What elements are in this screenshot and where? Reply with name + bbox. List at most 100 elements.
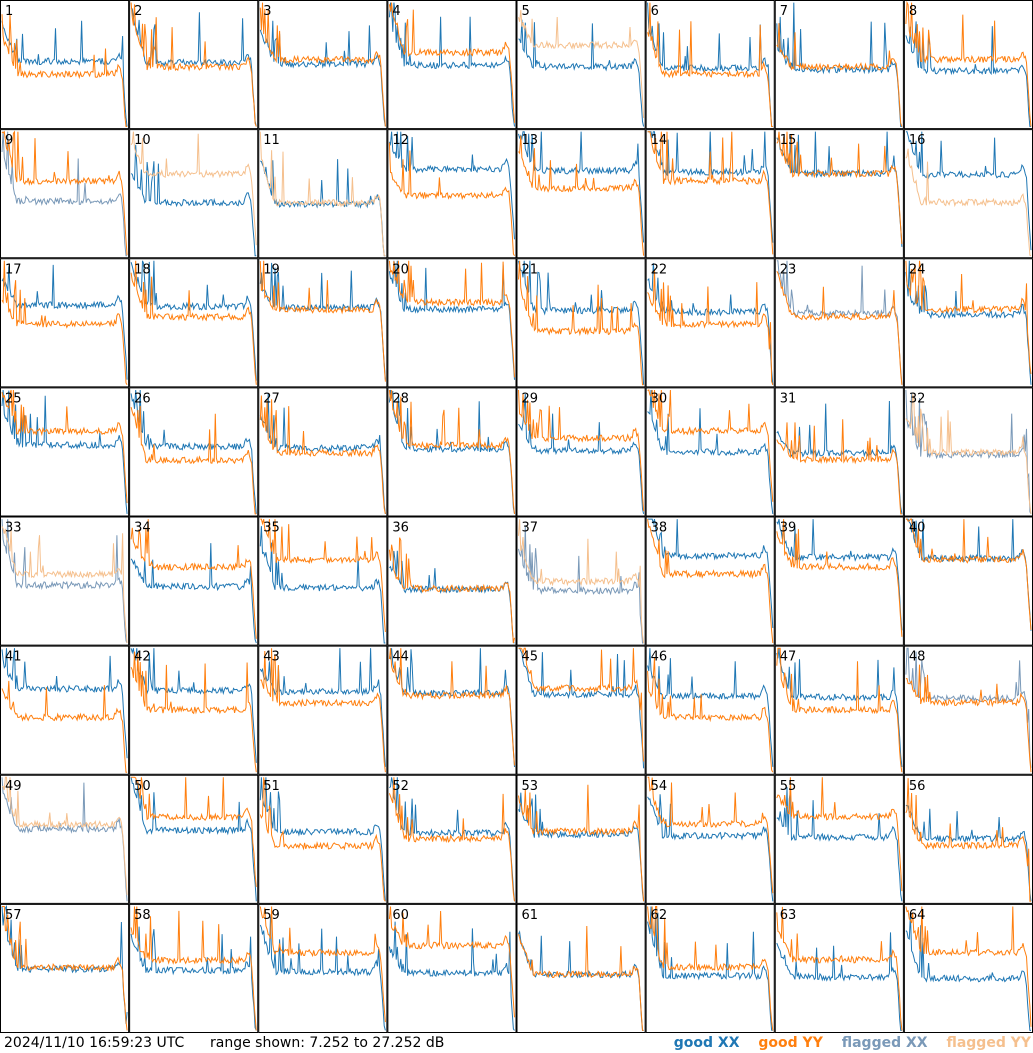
series-yy: [259, 906, 386, 1023]
panel-frame: [0, 645, 130, 775]
legend: good XX good YY flagged XX flagged YY: [660, 1033, 1031, 1053]
series-yy: [776, 23, 903, 127]
panel-label: 6: [651, 4, 659, 19]
panel-label: 41: [5, 650, 22, 665]
panel-7: 7: [774, 0, 904, 130]
series-xx: [905, 260, 1032, 385]
panel-label: 62: [651, 908, 668, 923]
panel-label: 26: [134, 391, 151, 406]
panel-label: 57: [5, 908, 22, 923]
series-xx: [1, 648, 128, 759]
series-yy: [1, 526, 128, 644]
series-xx: [905, 804, 1032, 902]
panel-label: 55: [780, 779, 797, 794]
panel-28: 28: [387, 387, 517, 517]
panel-label: 24: [909, 262, 926, 277]
panel-50: 50: [129, 774, 259, 904]
series-yy: [388, 906, 515, 1018]
panel-frame: [645, 516, 775, 646]
series-yy: [388, 260, 515, 378]
panel-41: 41: [0, 645, 130, 775]
series-yy: [388, 2, 515, 123]
panel-label: 29: [522, 391, 539, 406]
panel-label: 15: [780, 133, 797, 148]
panel-29: 29: [516, 387, 646, 517]
panel-52: 52: [387, 774, 517, 904]
panel-label: 63: [780, 908, 797, 923]
series-xx: [389, 777, 515, 902]
panel-8: 8: [903, 0, 1033, 130]
series-yy: [647, 657, 774, 773]
series-xx: [647, 2, 773, 127]
series-yy: [905, 148, 1032, 257]
panel-label: 1: [5, 4, 13, 19]
panel-25: 25: [0, 387, 130, 517]
panel-19: 19: [258, 258, 388, 388]
panel-47: 47: [774, 645, 904, 775]
panel-62: 62: [645, 903, 775, 1033]
series-yy: [1, 260, 128, 386]
panel-frame: [903, 0, 1033, 130]
panel-label: 7: [780, 4, 788, 19]
series-xx: [905, 518, 1032, 631]
panel-label: 20: [392, 262, 409, 277]
panel-label: 43: [263, 650, 280, 665]
panel-13: 13: [516, 129, 646, 259]
series-yy: [260, 648, 386, 773]
panel-14: 14: [645, 129, 775, 259]
panel-24: 24: [903, 258, 1033, 388]
series-xx: [259, 777, 386, 902]
series-yy: [518, 647, 645, 762]
series-xx: [259, 648, 386, 767]
series-xx: [260, 159, 386, 257]
panel-frame: [387, 516, 517, 646]
panel-40: 40: [903, 516, 1033, 646]
panel-16: 16: [903, 129, 1033, 259]
panel-48: 48: [903, 645, 1033, 775]
panel-label: 5: [522, 4, 530, 19]
series-yy: [260, 518, 386, 633]
panel-label: 42: [134, 650, 151, 665]
series-xx: [647, 648, 774, 767]
timestamp: 2024/11/10 16:59:23 UTC: [4, 1035, 185, 1051]
series-xx: [1, 777, 128, 902]
panel-frame: [645, 645, 775, 775]
panel-23: 23: [774, 258, 904, 388]
series-xx: [647, 906, 773, 1031]
panel-53: 53: [516, 774, 646, 904]
panel-3: 3: [258, 0, 388, 130]
panel-45: 45: [516, 645, 646, 775]
series-yy: [518, 784, 645, 902]
panel-label: 45: [522, 650, 539, 665]
series-yy: [259, 131, 386, 257]
panel-label: 8: [909, 4, 917, 19]
series-xx: [905, 21, 1031, 127]
panel-frame: [903, 903, 1033, 1033]
panel-32: 32: [903, 387, 1033, 517]
panel-10: 10: [129, 129, 259, 259]
series-yy: [776, 647, 903, 773]
footer: 2024/11/10 16:59:23 UTC range shown: 7.2…: [0, 1033, 1033, 1053]
panel-59: 59: [258, 903, 388, 1033]
panel-frame: [0, 774, 130, 904]
panel-18: 18: [129, 258, 259, 388]
series-xx: [776, 2, 902, 127]
panel-frame: [516, 774, 646, 904]
panel-label: 48: [909, 650, 926, 665]
series-xx: [259, 20, 386, 127]
panel-label: 61: [522, 908, 539, 923]
panel-frame: [903, 645, 1033, 775]
series-yy: [518, 389, 645, 512]
series-xx: [647, 131, 774, 243]
panel-frame: [516, 903, 646, 1033]
panel-frame: [774, 903, 904, 1033]
panel-frame: [516, 129, 646, 259]
panel-label: 39: [780, 521, 797, 536]
series-yy: [776, 419, 902, 515]
series-yy: [647, 131, 774, 255]
series-yy: [1, 776, 128, 896]
panel-22: 22: [645, 258, 775, 388]
panel-frame: [129, 516, 259, 646]
panel-frame: [258, 258, 388, 388]
